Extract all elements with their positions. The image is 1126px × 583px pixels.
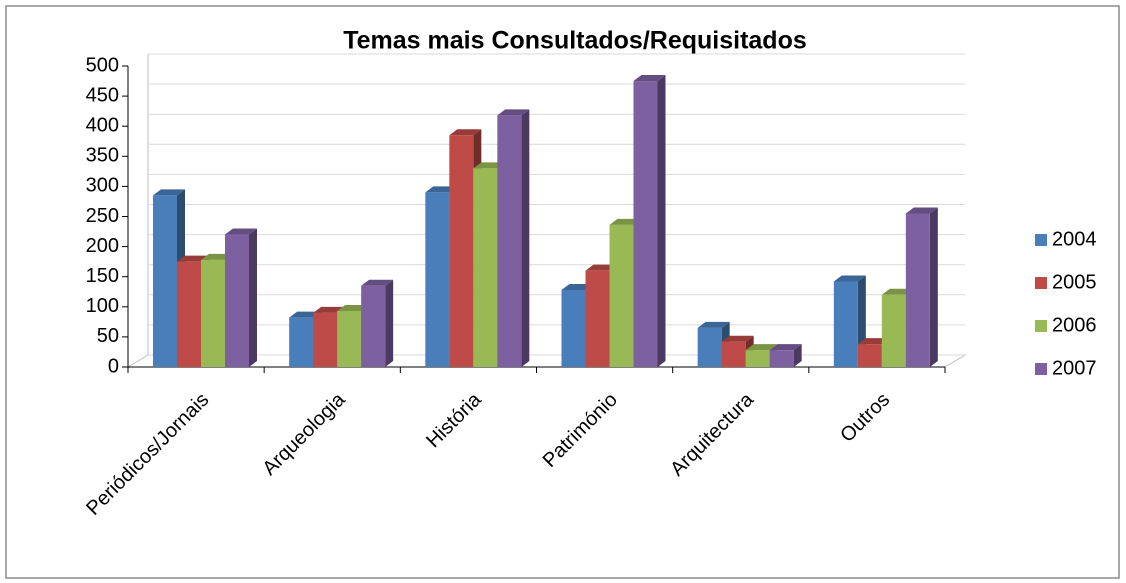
y-tick-label: 300 — [86, 175, 119, 197]
bar-side — [657, 75, 666, 368]
bar — [609, 224, 634, 367]
legend-label: 2005 — [1052, 271, 1097, 293]
bar-top — [225, 228, 257, 235]
legend-swatch — [1035, 277, 1047, 289]
bar-top — [361, 279, 394, 286]
bar-top — [905, 207, 938, 214]
bar-top — [721, 335, 754, 342]
bar — [633, 81, 658, 368]
bar-side — [249, 228, 257, 367]
bar — [585, 270, 610, 367]
y-tick-label: 450 — [86, 84, 119, 106]
bar — [225, 234, 249, 367]
y-tick-label: 400 — [86, 114, 119, 136]
bar-side — [793, 344, 802, 367]
bar — [745, 350, 770, 367]
bar-top — [697, 321, 730, 328]
bar-top — [497, 109, 530, 116]
chart-title: Temas mais Consultados/Requisitados — [343, 27, 807, 55]
bar — [449, 135, 474, 367]
y-tick-label: 150 — [86, 265, 119, 287]
bar — [313, 312, 338, 367]
bar — [833, 281, 858, 367]
y-tick-label: 500 — [86, 54, 119, 76]
legend-label: 2007 — [1052, 357, 1097, 379]
y-tick-label: 0 — [108, 355, 119, 377]
bar-top — [769, 344, 802, 351]
bar — [177, 261, 201, 367]
bar-top — [633, 75, 666, 82]
bar — [497, 115, 522, 367]
bar — [881, 294, 906, 367]
legend-swatch — [1035, 320, 1047, 332]
bar-top — [745, 344, 778, 351]
legend-swatch — [1035, 363, 1047, 375]
bar — [697, 327, 722, 367]
bar-side — [929, 207, 938, 367]
bar-top — [833, 275, 866, 282]
bar — [905, 213, 930, 367]
y-tick-label: 200 — [86, 235, 119, 257]
bar — [361, 285, 386, 367]
y-tick-label: 350 — [86, 145, 119, 167]
y-tick-label: 100 — [86, 295, 119, 317]
bar — [473, 168, 498, 367]
bar — [201, 259, 225, 367]
bar — [561, 289, 586, 367]
legend-label: 2004 — [1052, 228, 1097, 250]
bar-side — [385, 279, 394, 367]
bar-top — [449, 129, 482, 136]
bar-side — [521, 109, 530, 367]
bar — [769, 350, 794, 367]
bar — [153, 195, 177, 367]
bar — [425, 192, 450, 367]
y-tick-label: 50 — [97, 325, 119, 347]
legend-swatch — [1035, 234, 1047, 246]
y-tick-label: 250 — [86, 205, 119, 227]
bar-top — [153, 189, 185, 196]
bar — [857, 344, 882, 367]
bar — [337, 311, 362, 367]
bar — [721, 341, 746, 367]
legend-label: 2006 — [1052, 314, 1097, 336]
bar — [289, 317, 314, 367]
